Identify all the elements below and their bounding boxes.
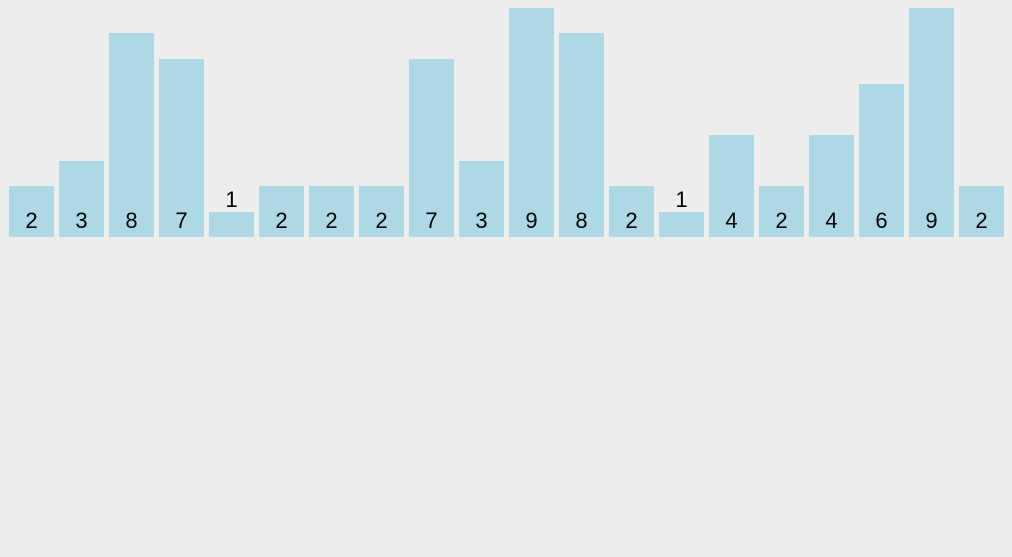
bar-value-label: 2 [375,208,388,233]
bar: 2 [309,186,354,237]
bar: 1 [209,188,254,237]
bar-value-label: 2 [275,208,288,233]
bar: 9 [909,7,954,237]
bar: 2 [259,186,304,237]
bar-value-label: 6 [875,208,888,233]
bar: 7 [409,58,454,237]
bar-value-label: 4 [825,208,838,233]
bar-value-label: 1 [675,186,688,212]
bar-value-label: 2 [25,208,38,233]
bar-value-label: 2 [775,208,788,233]
bar-group: 2 3 8 7 1 2 2 2 7 3 9 8 2 1 4 2 4 6 9 2 [9,0,1004,237]
bar-value-label: 8 [575,208,588,233]
bar-value-label: 9 [925,208,938,233]
bar: 4 [709,135,754,237]
bar: 3 [459,160,504,237]
bar-value-label: 3 [75,208,88,233]
bar: 2 [359,186,404,237]
bar-value-label: 7 [175,208,188,233]
bar: 2 [9,186,54,237]
bar-value-label: 1 [225,186,238,212]
bar-value-label: 4 [725,208,738,233]
bar: 9 [509,7,554,237]
bar: 7 [159,58,204,237]
bar: 2 [609,186,654,237]
bar-value-label: 2 [975,208,988,233]
bar: 4 [809,135,854,237]
bar-value-label: 3 [475,208,488,233]
bar: 8 [109,33,154,237]
bar: 1 [659,188,704,237]
bar-value-label: 2 [625,208,638,233]
bar-value-label: 7 [425,208,438,233]
bar: 2 [959,186,1004,237]
bar-value-label: 8 [125,208,138,233]
bar: 6 [859,84,904,237]
bar-value-label: 9 [525,208,538,233]
bar: 8 [559,33,604,237]
bar: 3 [59,160,104,237]
bar-value-label: 2 [325,208,338,233]
bar: 2 [759,186,804,237]
